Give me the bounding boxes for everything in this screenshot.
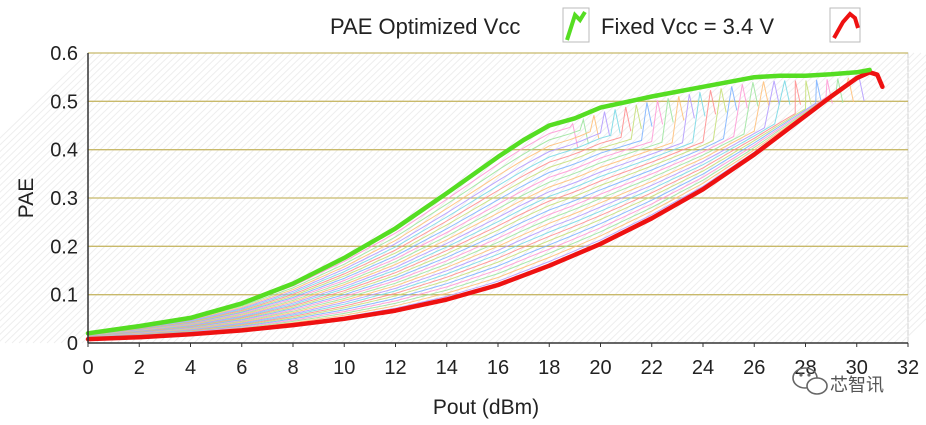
family-curve: [87, 80, 791, 339]
family-curve: [87, 81, 770, 338]
hatch-line: [0, 52, 96, 146]
legend-label-optimized: PAE Optimized Vcc: [330, 14, 520, 39]
x-tick-label: 16: [487, 357, 509, 379]
hatch-line: [0, 52, 110, 160]
x-tick-label: 18: [538, 357, 560, 379]
family-curve: [87, 111, 611, 335]
y-tick-label: 0.1: [50, 285, 78, 307]
hatch-line: [872, 291, 926, 344]
main-series: [85, 67, 885, 342]
x-tick-label: 0: [82, 357, 93, 379]
x-tick-label: 6: [236, 357, 247, 379]
x-tick-label: 32: [897, 357, 919, 379]
x-tick-label: 24: [692, 357, 714, 379]
hatch-line: [865, 284, 926, 344]
family-curve: [87, 104, 642, 336]
x-tick-label: 4: [185, 357, 196, 379]
series-line-optimized: [85, 67, 872, 336]
family-curve: [87, 94, 695, 337]
x-axis-title: Pout (dBm): [433, 396, 539, 419]
family-curve: [87, 79, 823, 339]
y-tick-label: 0.6: [50, 43, 78, 65]
hatch-line: [0, 52, 138, 187]
family-curve: [87, 80, 780, 339]
hatch-line: [0, 52, 131, 180]
hatch-line: [0, 52, 124, 173]
x-tick-label: 26: [743, 357, 765, 379]
watermark-text: 芯智讯: [830, 375, 884, 395]
x-tick-label: 20: [589, 357, 611, 379]
hatch-line: [858, 277, 926, 344]
y-tick-label: 0.5: [50, 91, 78, 113]
legend-line-fixed: [832, 11, 860, 39]
family-curve: [87, 82, 759, 338]
family-curve: [87, 88, 727, 338]
y-axis-title: PAE: [15, 178, 38, 218]
x-tick-label: 12: [384, 357, 406, 379]
family-curve: [87, 79, 833, 339]
wechat-icon: [792, 367, 828, 395]
family-curve: [87, 106, 632, 336]
x-tick-label: 8: [287, 357, 298, 379]
y-tick-label: 0.4: [50, 140, 78, 162]
family-curve: [87, 90, 717, 337]
legend-label-fixed: Fixed Vcc = 3.4 V: [601, 14, 774, 39]
y-tick-label: 0.2: [50, 236, 78, 258]
family-curve: [87, 100, 664, 336]
legend: PAE Optimized Vcc Fixed Vcc = 3.4 V: [330, 7, 861, 43]
hatch-line: [0, 52, 117, 166]
watermark: 芯智讯: [792, 367, 884, 395]
hatch-line: [0, 52, 103, 153]
x-tick-label: 22: [641, 357, 663, 379]
series-line-fixed: [85, 70, 885, 342]
legend-line-optimized: [565, 10, 587, 41]
family-curve: [87, 92, 706, 337]
x-tick-label: 30: [846, 357, 868, 379]
x-tick-label: 14: [436, 357, 458, 379]
y-tick-label: 0: [67, 333, 78, 355]
x-tick-label: 10: [333, 357, 355, 379]
family-curve: [87, 86, 738, 338]
y-tick-label: 0.3: [50, 188, 78, 210]
family-curve: [87, 80, 801, 339]
y-tick-labels: 0 0.1 0.2 0.3 0.4 0.5 0.6: [50, 43, 78, 355]
x-tick-labels: 0 2 4 6 8 10 12 14 16 18 20 22 24 26 28 30 32: [82, 343, 919, 379]
family-curve: [87, 80, 812, 339]
hatch-line: [0, 52, 89, 139]
family-curve: [87, 98, 674, 337]
x-tick-label: 2: [134, 357, 145, 379]
